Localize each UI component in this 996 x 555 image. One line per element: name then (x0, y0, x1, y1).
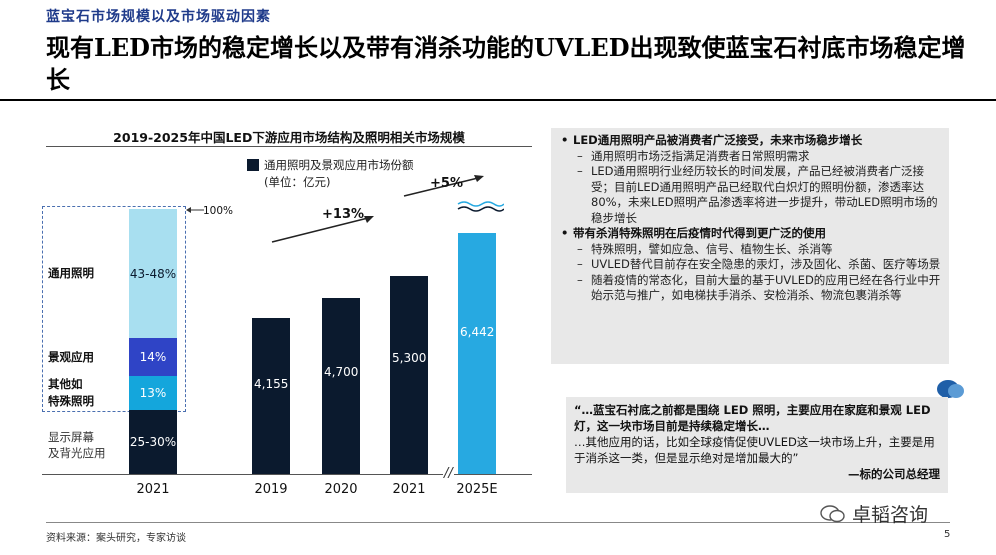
stack-segment-landscape: 14% (129, 338, 177, 376)
stack-label-display: 显示屏幕 及背光应用 (48, 429, 106, 461)
driver-bullet-1: LED通用照明产品被消费者广泛接受，未来市场稳步增长 (561, 133, 941, 149)
stack-label-landscape: 景观应用 (48, 350, 94, 364)
title-divider (0, 99, 996, 101)
growth-label-13: +13% (322, 207, 365, 222)
wave-top-icon (457, 201, 504, 212)
stack-label-general: 通用照明 (48, 266, 94, 280)
stack-segment-display: 25-30% (129, 410, 177, 474)
x-label-2020: 2020 (324, 482, 358, 497)
x-label-2025E: 2025E (456, 482, 498, 497)
stack-label-special-line1: 其他如 (48, 377, 83, 391)
wechat-icon (820, 504, 845, 522)
bar-2025E (458, 233, 496, 474)
stack-label-display-line2: 及背光应用 (48, 446, 106, 460)
x-label-2019: 2019 (254, 482, 288, 497)
bar-2020 (322, 298, 360, 474)
section-subtitle: 蓝宝石市场规模以及市场驱动因素 (46, 9, 271, 25)
driver-1-point-2: LED通用照明行业经历较长的时间发展，产品已经被消费者广泛接受；目前LED通用照… (561, 164, 941, 226)
watermark: 卓韬咨询 (820, 500, 928, 527)
footer-divider (46, 522, 950, 523)
growth-arrow-13-icon (271, 216, 374, 243)
stack-segment-special: 13% (129, 376, 177, 410)
chart-title: 2019-2025年中国LED下游应用市场结构及照明相关市场规模 (113, 130, 465, 145)
driver-2-point-2: UVLED替代目前存在安全隐患的汞灯，涉及固化、杀菌、医疗等场景 (561, 257, 941, 273)
page-title: 现有LED市场的稳定增长以及带有消杀功能的UVLED出现致使蓝宝石衬底市场稳定增… (46, 33, 966, 94)
drivers-panel: LED通用照明产品被消费者广泛接受，未来市场稳步增长 通用照明市场泛指满足消费者… (551, 128, 949, 364)
legend-label: 通用照明及景观应用市场份额 (264, 158, 414, 172)
growth-arrow-5-icon (403, 175, 484, 197)
bar-2021 (390, 276, 428, 474)
chart-title-divider (46, 146, 532, 147)
quote-attribution: —标的公司总经理 (848, 467, 940, 481)
stack-label-special: 其他如 特殊照明 (48, 376, 94, 410)
bar-value-2020: 4,700 (324, 364, 359, 379)
legend: 通用照明及景观应用市场份额 (单位：亿元) (264, 157, 414, 191)
quote-line-1: “…蓝宝石衬底之前都是围绕 LED 照明，主要应用在家庭和景观 LED 灯，这一… (574, 403, 931, 433)
driver-2-point-1: 特殊照明，譬如应急、信号、植物生长、杀消等 (561, 242, 941, 258)
stack-segment-general: 43-48% (129, 209, 177, 338)
pct-100-label: 100% (203, 205, 234, 217)
x-label-2021: 2021 (392, 482, 426, 497)
stack-label-special-line2: 特殊照明 (48, 394, 94, 408)
growth-label-5: +5% (430, 176, 463, 191)
bar-2019 (252, 318, 290, 474)
stack-highlight-frame (42, 206, 186, 412)
driver-1-point-1: 通用照明市场泛指满足消费者日常照明需求 (561, 149, 941, 165)
pct-arrow-icon (186, 207, 204, 213)
driver-2-point-3: 随着疫情的常态化，目前大量的基于UVLED的应用已经在各行业中开始示范与推广，如… (561, 273, 941, 304)
source-note: 资料来源：案头研究，专家访谈 (46, 533, 186, 544)
bar-value-2021: 5,300 (392, 351, 427, 366)
quote-line-2: …其他应用的话，比如全球疫情促使UVLED这一块市场上升，主要是用于消杀这一类，… (574, 435, 935, 465)
stack-label-display-line1: 显示屏幕 (48, 430, 94, 444)
bar-value-2025E: 6,442 (460, 324, 495, 339)
legend-swatch (247, 159, 259, 171)
axis-break-mark: // (443, 466, 454, 481)
speech-bubble-icon (937, 380, 964, 404)
watermark-text: 卓韬咨询 (852, 504, 929, 526)
page-number: 5 (944, 529, 951, 540)
legend-unit: (单位：亿元) (264, 175, 331, 189)
x-axis (42, 474, 532, 475)
bar-value-2019: 4,155 (254, 377, 289, 392)
driver-bullet-2: 带有杀消特殊照明在后疫情时代得到更广泛的使用 (561, 226, 941, 242)
expert-quote: “…蓝宝石衬底之前都是围绕 LED 照明，主要应用在家庭和景观 LED 灯，这一… (566, 397, 948, 493)
x-label-stack-2021: 2021 (136, 482, 170, 497)
